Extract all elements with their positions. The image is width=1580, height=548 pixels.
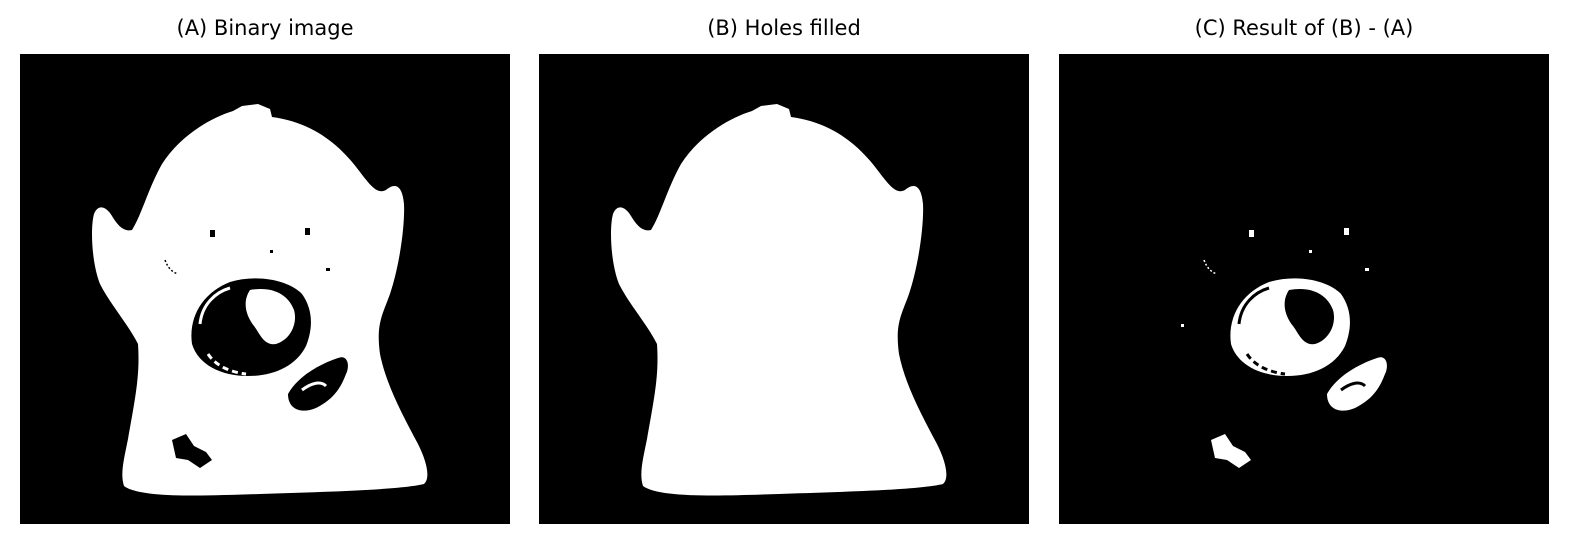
panel-title-binary-image: (A) Binary image	[176, 16, 354, 40]
holes-filled-image	[539, 54, 1029, 524]
panel-title-holes-filled: (B) Holes filled	[707, 16, 861, 40]
binary-image-panel	[20, 54, 510, 524]
holes-only-image	[1059, 54, 1549, 524]
holes-only-panel	[1059, 54, 1549, 524]
holes-filled-panel	[539, 54, 1029, 524]
binary-image	[20, 54, 510, 524]
panel-title-result-difference: (C) Result of (B) - (A)	[1194, 16, 1414, 40]
